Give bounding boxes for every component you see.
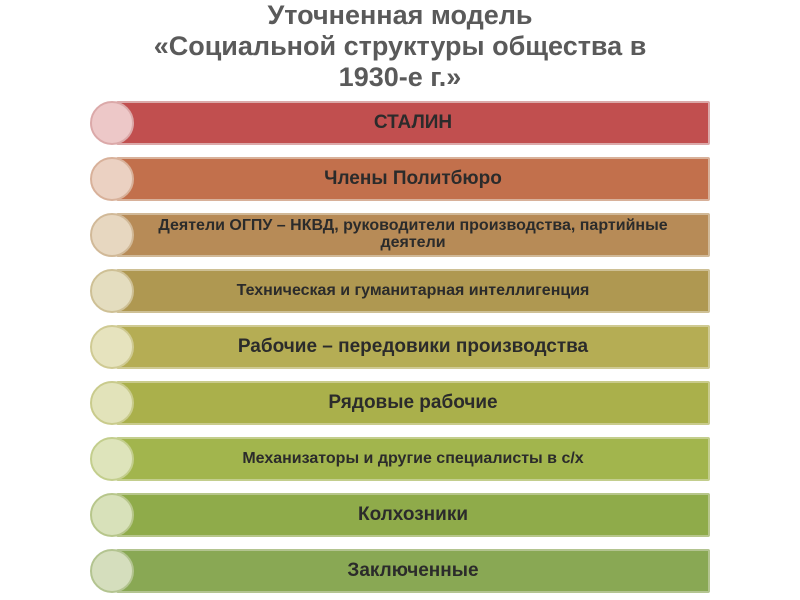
hierarchy-label: Механизаторы и другие специалисты в с/х: [242, 451, 583, 468]
hierarchy-label: СТАЛИН: [374, 113, 452, 133]
hierarchy-label: Рядовые рабочие: [328, 393, 497, 413]
hierarchy-bullet-icon: [90, 493, 134, 537]
hierarchy-bullet-icon: [90, 213, 134, 257]
hierarchy-label: Колхозники: [358, 505, 468, 525]
hierarchy-bar: Заключенные: [116, 549, 710, 593]
hierarchy-row: Рядовые рабочие: [90, 381, 710, 425]
hierarchy-label: Деятели ОГПУ – НКВД, руководители произв…: [138, 218, 688, 252]
hierarchy-bullet-icon: [90, 381, 134, 425]
hierarchy-row: Колхозники: [90, 493, 710, 537]
hierarchy-bar: Рабочие – передовики производства: [116, 325, 710, 369]
hierarchy-bar: Рядовые рабочие: [116, 381, 710, 425]
title-line-1: Уточненная модель: [267, 0, 532, 30]
hierarchy-label: Техническая и гуманитарная интеллигенция: [237, 283, 590, 300]
hierarchy-label: Рабочие – передовики производства: [238, 337, 588, 357]
hierarchy-bar: СТАЛИН: [116, 101, 710, 145]
hierarchy-bullet-icon: [90, 101, 134, 145]
hierarchy-bullet-icon: [90, 437, 134, 481]
hierarchy-bullet-icon: [90, 325, 134, 369]
hierarchy-row: Рабочие – передовики производства: [90, 325, 710, 369]
hierarchy-bullet-icon: [90, 157, 134, 201]
hierarchy-row: Техническая и гуманитарная интеллигенция: [90, 269, 710, 313]
hierarchy-row: Заключенные: [90, 549, 710, 593]
hierarchy-label: Заключенные: [347, 561, 478, 581]
hierarchy-bullet-icon: [90, 549, 134, 593]
title-line-3: 1930-е г.»: [339, 62, 462, 92]
hierarchy-row: СТАЛИН: [90, 101, 710, 145]
hierarchy-bar: Техническая и гуманитарная интеллигенция: [116, 269, 710, 313]
hierarchy-label: Члены Политбюро: [324, 169, 502, 189]
hierarchy-row: Деятели ОГПУ – НКВД, руководители произв…: [90, 213, 710, 257]
hierarchy-list: СТАЛИН Члены Политбюро Деятели ОГПУ – НКВД…: [0, 101, 800, 593]
hierarchy-row: Механизаторы и другие специалисты в с/х: [90, 437, 710, 481]
title-line-2: «Социальной структуры общества в: [154, 31, 647, 61]
hierarchy-bar: Члены Политбюро: [116, 157, 710, 201]
hierarchy-bar: Деятели ОГПУ – НКВД, руководители произв…: [116, 213, 710, 257]
page-title: Уточненная модель «Социальной структуры …: [0, 0, 800, 101]
hierarchy-bar: Механизаторы и другие специалисты в с/х: [116, 437, 710, 481]
hierarchy-row: Члены Политбюро: [90, 157, 710, 201]
hierarchy-bar: Колхозники: [116, 493, 710, 537]
hierarchy-bullet-icon: [90, 269, 134, 313]
